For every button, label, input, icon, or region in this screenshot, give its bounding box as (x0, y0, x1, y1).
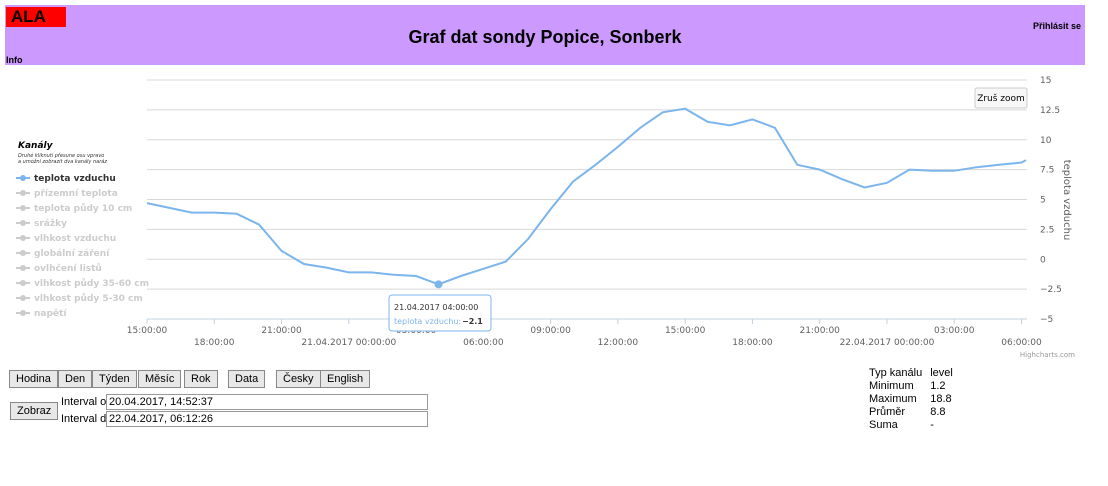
legend-marker (20, 205, 26, 211)
legend-item[interactable]: vlhkost vzduchu (34, 234, 116, 244)
button[interactable]: Česky (276, 370, 321, 388)
stat-cell: Suma (869, 419, 898, 431)
button[interactable]: Týden (92, 370, 137, 388)
show-button[interactable]: Zobraz (10, 402, 59, 420)
chart: 15 12.5 10 7.5 5 2.5 0 −2.5 −5 teplota vzduchu 15:… (16, 76, 1075, 359)
stat-cell: Minimum (869, 380, 914, 392)
y-tick-label: −2.5 (1040, 285, 1062, 295)
credits: Highcharts.com (1020, 351, 1075, 359)
x-tick-label: 18:00:00 (194, 338, 235, 348)
x-tick-label: 18:00:00 (732, 338, 773, 348)
legend-marker (20, 310, 26, 316)
stat-row: Minimum 1.2 (869, 380, 961, 393)
stat-cell: level (930, 367, 953, 379)
x-tick-label: 15:00:00 (127, 326, 168, 336)
legend-marker (20, 235, 26, 241)
label: Interval od (61, 396, 113, 408)
legend-item[interactable]: globální záření (34, 249, 110, 259)
stat-cell: 18.8 (930, 393, 952, 405)
tooltip-value: −2.1 (462, 317, 483, 326)
legend-item[interactable]: teplota půdy 10 cm (34, 203, 132, 214)
date-input[interactable] (106, 394, 428, 410)
x-tick-label: 03:00:00 (934, 326, 975, 336)
stat-cell: Průměr (869, 406, 906, 418)
legend-note: Druhé kliknutí přesune osu vpravo (18, 152, 104, 159)
x-tick-label: 15:00:00 (665, 326, 706, 336)
info-link[interactable]: Info (6, 55, 23, 65)
y-tick-label: 12.5 (1040, 106, 1060, 116)
stat-cell: Maximum (869, 393, 917, 405)
legend-marker (20, 265, 26, 271)
button[interactable]: Měsíc (138, 370, 182, 388)
y-tick-label: 5 (1040, 196, 1046, 206)
y-tick-label: 7.5 (1040, 166, 1054, 176)
header: ALA Graf dat sondy Popice, Sonberk Přihl… (5, 5, 1085, 65)
legend-marker (20, 280, 26, 286)
y-tick-label: 2.5 (1040, 225, 1054, 235)
logo[interactable]: ALA (6, 7, 66, 27)
label: Interval do (61, 413, 113, 425)
legend-item[interactable]: ovlhčení listů (34, 263, 102, 274)
button[interactable]: Rok (184, 370, 218, 388)
stat-cell: - (930, 419, 934, 431)
stat-cell: 1.2 (930, 380, 946, 392)
stat-cell: Typ kanálu (869, 367, 923, 379)
legend-marker (20, 175, 26, 181)
login-link[interactable]: Přihlásit se (1032, 21, 1081, 31)
tooltip-label: teplota vzduchu: (394, 317, 461, 326)
data-line (146, 107, 1027, 286)
legend-item[interactable]: teplota vzduchu (34, 174, 116, 184)
tooltip-date: 21.04.2017 04:00:00 (394, 303, 478, 312)
y-axis-title: teplota vzduchu (1061, 160, 1072, 241)
tooltip: 21.04.2017 04:00:00 teplota vzduchu: −2.1 (388, 294, 492, 332)
reset-zoom-label: Zruš zoom (977, 93, 1025, 104)
button[interactable]: Data (228, 370, 266, 388)
x-tick-label: 21.04.2017 00:00:00 (301, 338, 396, 348)
stat-cell: 8.8 (930, 406, 946, 418)
reset-zoom-button[interactable] (974, 87, 1028, 109)
legend-marker (20, 295, 26, 301)
x-tick-label: 09:00:00 (530, 326, 571, 336)
x-tick-label: 22.04.2017 00:00:00 (840, 338, 935, 348)
y-tick-label: 15 (1040, 76, 1051, 86)
x-tick-label: 21:00:00 (799, 326, 840, 336)
legend-marker (20, 220, 26, 226)
stats: Typ kanálu level Minimum 1.2 Maximum 18.8 Prům… (869, 367, 961, 432)
stat-row: Maximum 18.8 (869, 393, 961, 406)
y-tick-label: 10 (1040, 136, 1052, 146)
x-tick-label: 21:00:00 (261, 326, 302, 336)
x-tick-label: 06:00:00 (1001, 338, 1042, 348)
date-input[interactable] (106, 411, 428, 427)
x-tick-label: 12:00:00 (598, 338, 639, 348)
legend-item[interactable]: vlhkost půdy 35-60 cm (34, 278, 149, 289)
y-tick-label: −5 (1040, 315, 1053, 325)
legend-marker (20, 190, 26, 196)
button[interactable]: Hodina (9, 370, 58, 388)
legend-item[interactable]: napětí (34, 308, 67, 319)
button[interactable]: Den (58, 370, 93, 388)
hover-point (434, 280, 443, 289)
legend-marker (20, 250, 26, 256)
y-tick-label: 0 (1040, 255, 1046, 265)
stat-row: Průměr 8.8 (869, 406, 961, 419)
page-title: Graf dat sondy Popice, Sonberk (408, 27, 682, 47)
button[interactable]: English (320, 370, 371, 388)
legend-item[interactable]: srážky (34, 219, 67, 229)
legend-title: Kanály (18, 141, 54, 151)
legend-item[interactable]: přízemní teplota (34, 189, 118, 199)
tooltip-box (388, 294, 492, 332)
legend-item[interactable]: vlhkost půdy 5-30 cm (34, 293, 143, 304)
x-tick-label: 06:00:00 (463, 338, 504, 348)
stat-row: Suma - (869, 419, 961, 432)
stat-row: Typ kanálu level (869, 367, 961, 380)
legend-note: a umožní zobrazit dva kanály naráz (18, 158, 107, 165)
